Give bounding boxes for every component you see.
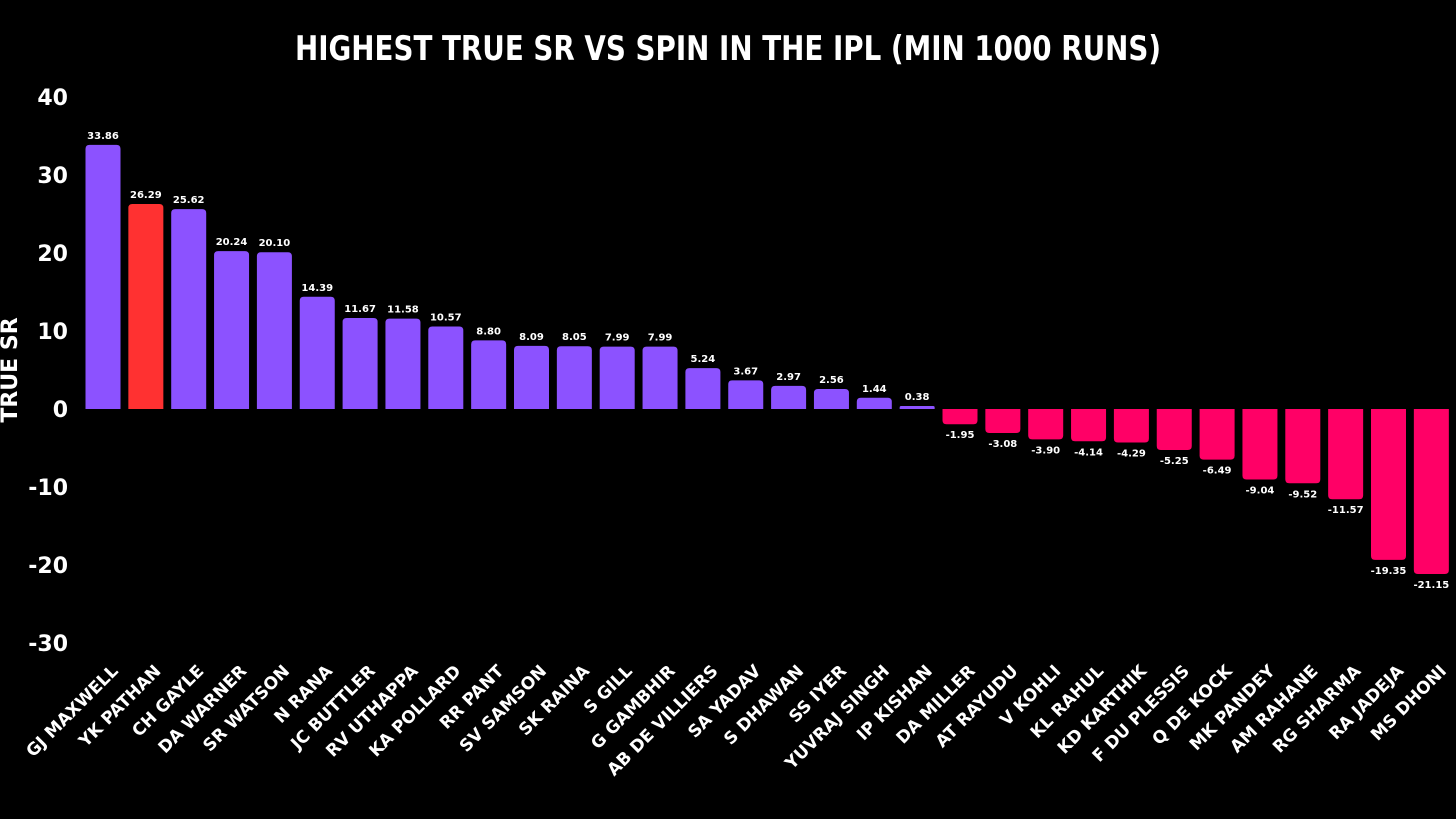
bar-rg-sharma <box>1328 409 1364 500</box>
bar-ss-iyer <box>813 389 849 409</box>
value-label: -5.25 <box>1160 456 1189 467</box>
value-label: 5.24 <box>691 354 716 365</box>
bar-ra-jadeja <box>1371 409 1406 560</box>
value-label: 8.09 <box>519 332 544 343</box>
bar-mk-pandey <box>1242 409 1278 480</box>
value-label: 20.10 <box>259 238 291 249</box>
bar-am-rahane <box>1285 409 1321 484</box>
value-label: 14.39 <box>301 283 333 294</box>
y-tick-label: -10 <box>28 476 68 501</box>
bar-g-gambhir <box>642 346 678 409</box>
value-label: 2.97 <box>776 372 801 383</box>
y-tick-label: 30 <box>37 164 68 189</box>
value-label: -4.29 <box>1117 448 1146 459</box>
bar-kd-karthik <box>1113 409 1149 443</box>
value-label: -9.04 <box>1246 486 1275 497</box>
bar-ip-kishan <box>899 406 935 409</box>
bar-q-de-kock <box>1199 409 1235 460</box>
value-label: -21.15 <box>1413 580 1449 591</box>
bar-s-dhawan <box>771 385 807 409</box>
bar-ab-de-villiers <box>685 368 721 409</box>
y-tick-label: 10 <box>37 320 68 345</box>
y-tick-label: -30 <box>28 632 68 657</box>
bar-kl-rahul <box>1071 409 1107 442</box>
value-label: 7.99 <box>605 333 630 344</box>
value-label: -6.49 <box>1203 466 1232 477</box>
y-tick-label: 40 <box>37 86 68 111</box>
value-label: -9.52 <box>1288 489 1317 500</box>
value-label: -11.57 <box>1328 505 1364 516</box>
value-label: 8.80 <box>476 326 501 337</box>
value-label: -19.35 <box>1371 566 1407 577</box>
y-tick-label: -20 <box>28 554 68 579</box>
value-label: 3.67 <box>733 366 758 377</box>
bar-da-miller <box>942 409 978 425</box>
value-label: 11.58 <box>387 305 419 316</box>
value-label: 8.05 <box>562 332 587 343</box>
value-label: -1.95 <box>946 430 975 441</box>
y-tick-label: 20 <box>37 242 68 267</box>
bar-jc-buttler <box>342 317 378 409</box>
bar-at-rayudu <box>985 409 1021 434</box>
chart-title: HIGHEST TRUE SR VS SPIN IN THE IPL (MIN … <box>295 29 1161 69</box>
bar-yk-pathan <box>128 203 164 409</box>
bar-rr-pant <box>471 340 507 409</box>
value-label: 26.29 <box>130 190 162 201</box>
value-label: -4.14 <box>1074 447 1103 458</box>
bar-ch-gayle <box>171 209 207 409</box>
bar-s-gill <box>599 346 635 409</box>
y-axis-ticks: 40 30 20 10 0 -10 -20 -30 <box>28 86 68 657</box>
bar-sk-raina <box>556 346 592 409</box>
value-label: 33.86 <box>87 131 119 142</box>
value-label: 0.38 <box>905 392 930 403</box>
y-axis-label: TRUE SR <box>0 317 23 422</box>
bar-da-warner <box>214 251 250 409</box>
bar-sa-yadav <box>728 380 764 409</box>
bar-v-kohli <box>1028 409 1064 440</box>
bar-sv-samson <box>514 345 549 409</box>
value-label: -3.90 <box>1031 445 1060 456</box>
value-label: -3.08 <box>988 439 1017 450</box>
value-label: 2.56 <box>819 375 844 386</box>
value-label: 20.24 <box>216 237 248 248</box>
value-label: 25.62 <box>173 195 205 206</box>
bar-ms-dhoni <box>1413 409 1449 574</box>
value-label: 7.99 <box>648 333 673 344</box>
bar-gj-maxwell <box>85 144 121 409</box>
bar-yuvraj-singh <box>856 397 892 409</box>
bar-ka-pollard <box>428 326 464 409</box>
value-label: 1.44 <box>862 384 887 395</box>
bar-rv-uthappa <box>385 318 421 409</box>
value-label: 11.67 <box>344 304 376 315</box>
bar-n-rana <box>299 296 335 409</box>
bar-f-du-plessis <box>1156 409 1192 450</box>
y-tick-label: 0 <box>53 398 68 423</box>
bar-sr-watson <box>256 252 292 409</box>
bars-group <box>85 144 1449 574</box>
value-labels-group: 33.86 26.29 25.62 20.24 20.10 14.39 11.67 11.58… <box>87 131 1449 591</box>
value-label: 10.57 <box>430 313 462 324</box>
